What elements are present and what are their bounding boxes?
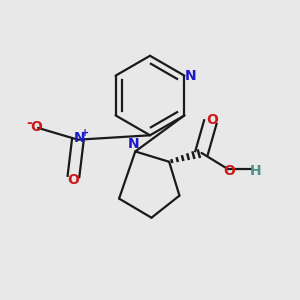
Text: H: H [249, 164, 261, 178]
Text: O: O [67, 173, 79, 187]
Text: +: + [82, 128, 90, 138]
Text: N: N [74, 131, 85, 145]
Text: N: N [128, 137, 140, 151]
Text: N: N [185, 69, 197, 83]
Text: O: O [224, 164, 236, 178]
Text: -: - [26, 116, 32, 130]
Text: O: O [206, 113, 218, 127]
Text: O: O [30, 120, 42, 134]
